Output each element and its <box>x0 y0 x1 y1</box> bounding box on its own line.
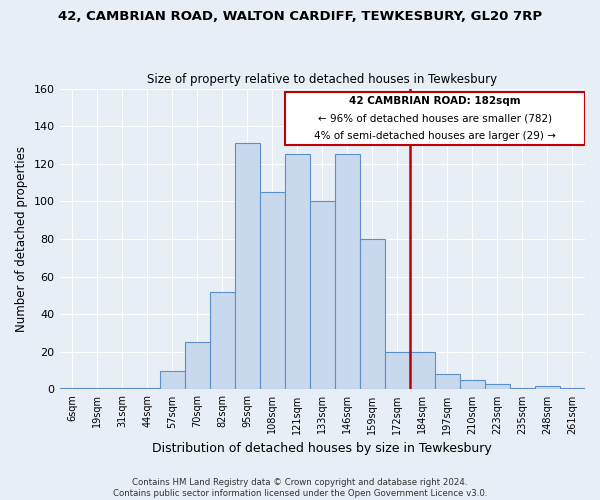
Bar <box>435 374 460 390</box>
Bar <box>134 388 160 390</box>
Bar <box>510 388 535 390</box>
Bar <box>285 154 310 390</box>
Text: Contains HM Land Registry data © Crown copyright and database right 2024.
Contai: Contains HM Land Registry data © Crown c… <box>113 478 487 498</box>
Bar <box>385 352 410 390</box>
FancyBboxPatch shape <box>285 92 585 145</box>
Text: 4% of semi-detached houses are larger (29) →: 4% of semi-detached houses are larger (2… <box>314 131 556 141</box>
Bar <box>85 388 110 390</box>
Bar <box>460 380 485 390</box>
Bar <box>235 143 260 390</box>
Bar <box>310 202 335 390</box>
Bar <box>160 370 185 390</box>
X-axis label: Distribution of detached houses by size in Tewkesbury: Distribution of detached houses by size … <box>152 442 492 455</box>
Bar <box>410 352 435 390</box>
Bar <box>185 342 209 390</box>
Bar <box>485 384 510 390</box>
Bar <box>260 192 285 390</box>
Bar <box>360 239 385 390</box>
Bar <box>335 154 360 390</box>
Bar <box>59 388 85 390</box>
Title: Size of property relative to detached houses in Tewkesbury: Size of property relative to detached ho… <box>147 73 497 86</box>
Bar <box>535 386 560 390</box>
Bar <box>110 388 134 390</box>
Text: ← 96% of detached houses are smaller (782): ← 96% of detached houses are smaller (78… <box>318 114 552 124</box>
Text: 42, CAMBRIAN ROAD, WALTON CARDIFF, TEWKESBURY, GL20 7RP: 42, CAMBRIAN ROAD, WALTON CARDIFF, TEWKE… <box>58 10 542 23</box>
Y-axis label: Number of detached properties: Number of detached properties <box>15 146 28 332</box>
Bar <box>560 388 585 390</box>
Bar <box>209 292 235 390</box>
Text: 42 CAMBRIAN ROAD: 182sqm: 42 CAMBRIAN ROAD: 182sqm <box>349 96 521 106</box>
